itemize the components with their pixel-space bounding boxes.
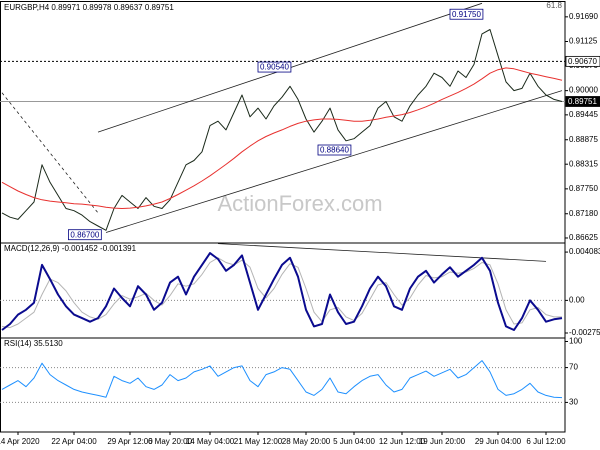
price-label-box — [68, 229, 102, 241]
panel-plot — [0, 243, 565, 331]
price-label-box — [449, 8, 484, 20]
panel-plot — [0, 360, 565, 403]
y-tick-label: 70 — [569, 363, 578, 372]
x-tick-label: 14 Apr 2020 — [0, 437, 40, 446]
price-label: 0.90540 — [260, 63, 289, 72]
panel-title: MACD(12,26,9) -0.001452 -0.001391 — [4, 244, 137, 253]
panel-plot — [0, 2, 565, 233]
trendline — [105, 90, 563, 233]
trendline — [217, 243, 547, 262]
x-tick-label: 19 Jun 20:00 — [419, 437, 466, 446]
series-line — [1, 252, 563, 331]
x-tick-label: 29 Apr 12:00 — [107, 437, 153, 446]
x-tick-label: 6 Jul 12:00 — [526, 437, 566, 446]
y-tick-label: 0.87180 — [569, 209, 598, 218]
x-tick-label: 12 Jun 12:00 — [379, 437, 426, 446]
y-tick-label: 0.88315 — [569, 159, 598, 168]
price-label: 0.91750 — [452, 10, 481, 19]
x-tick-label: 5 Jun 04:00 — [333, 437, 375, 446]
y-tick-label: 0.004083 — [569, 247, 600, 256]
price-label: 0.88640 — [320, 146, 349, 155]
y-tick-label: 0.00 — [569, 295, 585, 304]
x-tick-label: 28 May 20:00 — [282, 437, 331, 446]
watermark: ActionForex.com — [217, 191, 382, 216]
level-label-box — [565, 55, 600, 67]
series-line — [1, 29, 563, 231]
series-line — [1, 67, 563, 209]
level-label: 0.89751 — [568, 97, 597, 106]
series-line — [1, 360, 563, 399]
y-tick-label: 0.91690 — [569, 12, 598, 21]
price-label-box — [257, 61, 292, 73]
x-tick-label: 6 May 20:00 — [148, 437, 193, 446]
y-tick-label: 0.87750 — [569, 184, 598, 193]
panel-title: RSI(14) 35.5130 — [4, 339, 63, 348]
y-tick-label: 30 — [569, 398, 578, 407]
level-label: 0.90670 — [568, 57, 597, 66]
price-label-box — [317, 144, 352, 156]
price-label: 0.86700 — [70, 230, 99, 239]
y-tick-label: 0.86625 — [569, 233, 598, 242]
panel-title: EURGBP,H4 0.89971 0.89978 0.89637 0.8975… — [4, 3, 174, 12]
x-tick-label: 21 May 12:00 — [234, 437, 283, 446]
x-tick-label: 14 May 04:00 — [186, 437, 235, 446]
y-tick-label: 0.88875 — [569, 135, 598, 144]
x-tick-label: 29 Jun 04:00 — [475, 437, 522, 446]
y-tick-label: 0.91125 — [569, 37, 598, 46]
y-tick-label: 0.89445 — [569, 110, 598, 119]
level-label-box — [565, 96, 600, 107]
y-tick-label: 100 — [569, 337, 583, 346]
y-tick-label: 0.90000 — [569, 86, 598, 95]
corner-label: 61.8 — [546, 1, 562, 10]
plot-frame — [0, 1, 566, 433]
x-tick-label: 22 Apr 04:00 — [51, 437, 97, 446]
trendline — [1, 92, 99, 214]
y-tick-label: -0.002757 — [569, 328, 600, 337]
